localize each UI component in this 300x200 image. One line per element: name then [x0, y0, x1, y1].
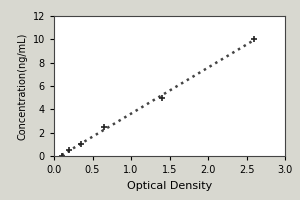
X-axis label: Optical Density: Optical Density: [127, 181, 212, 191]
Y-axis label: Concentration(ng/mL): Concentration(ng/mL): [17, 32, 27, 140]
